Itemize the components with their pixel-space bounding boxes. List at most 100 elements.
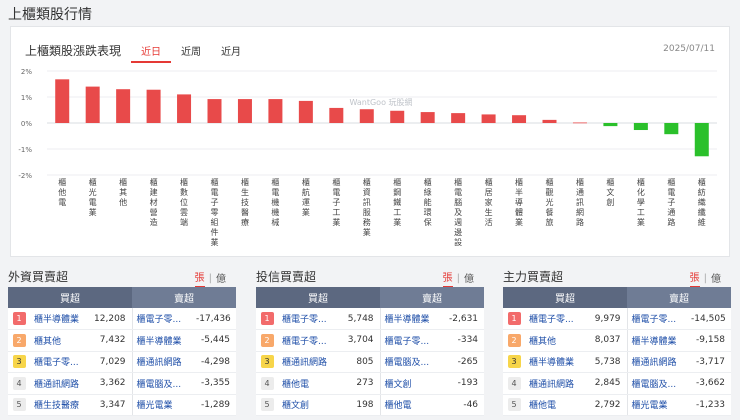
sell-sector-link[interactable]: 櫃通訊網路 (626, 351, 692, 373)
bar[interactable] (329, 107, 344, 123)
sell-sector-link[interactable]: 櫃電子零... (379, 329, 445, 352)
tab-week[interactable]: 近周 (181, 47, 201, 58)
x-tick-char: 電 (332, 188, 340, 197)
rank-badge: 5 (12, 398, 26, 412)
x-tick-char: 旅 (546, 217, 554, 227)
x-tick-char: 櫃 (150, 177, 158, 187)
sell-sector-link[interactable]: 櫃電子零... (626, 308, 692, 330)
bar[interactable] (542, 119, 557, 123)
x-tick-char: 數 (180, 187, 188, 197)
bar[interactable] (420, 112, 435, 123)
x-tick-char: 務 (363, 217, 371, 227)
buy-sector-link[interactable]: 櫃通訊網路 (525, 372, 587, 395)
bar[interactable] (451, 113, 466, 123)
buy-sector-link[interactable]: 櫃電子零... (525, 308, 587, 330)
x-tick-char: 保 (424, 217, 432, 227)
buy-sector-link[interactable]: 櫃通訊網路 (278, 351, 340, 373)
y-tick-label: 2% (21, 68, 32, 76)
bar[interactable] (390, 110, 405, 123)
sell-sector-link[interactable]: 櫃電腦及... (626, 372, 692, 395)
x-tick-char: 櫃 (546, 177, 554, 187)
table-row: 2 櫃電子零... 3,704 櫃電子零... -334 (256, 329, 485, 352)
x-tick-char: 業 (302, 207, 310, 217)
unit-lots[interactable]: 張 (442, 269, 453, 288)
unit-hundred-million[interactable]: 億 (464, 274, 474, 285)
sell-sector-link[interactable]: 櫃他電 (379, 394, 445, 416)
x-tick-char: 櫃 (424, 177, 432, 187)
buy-value: 7,029 (92, 351, 133, 373)
tab-day[interactable]: 近日 (131, 43, 171, 63)
bar[interactable] (512, 115, 527, 123)
bar[interactable] (298, 100, 313, 123)
rank-cell: 1 (8, 308, 30, 330)
buy-sector-link[interactable]: 櫃其他 (30, 329, 92, 352)
sell-sector-link[interactable]: 櫃電子零... (131, 308, 197, 330)
bar[interactable] (237, 99, 252, 123)
table-row: 5 櫃文創 198 櫃他電 -46 (256, 394, 485, 416)
x-tick-char: 導 (515, 197, 523, 207)
x-tick-char: 通 (667, 207, 675, 217)
x-tick-char: 組 (211, 217, 219, 227)
bar[interactable] (633, 123, 648, 131)
x-tick-char: 櫃 (485, 177, 493, 187)
sell-sector-link[interactable]: 櫃電腦及... (131, 372, 197, 395)
buy-sector-link[interactable]: 櫃電子零... (30, 351, 92, 373)
bar[interactable] (85, 86, 100, 123)
unit-divider: | (703, 273, 707, 284)
sell-sector-link[interactable]: 櫃通訊網路 (131, 351, 197, 373)
bar[interactable] (146, 89, 161, 123)
rank-badge: 5 (507, 398, 521, 412)
bar[interactable] (177, 94, 192, 123)
buy-sector-link[interactable]: 櫃電子零... (278, 308, 340, 330)
x-tick-char: 鐵 (393, 197, 401, 207)
unit-lots[interactable]: 張 (689, 269, 700, 288)
x-tick-char: 櫃 (89, 177, 97, 187)
sell-sector-link[interactable]: 櫃半導體業 (379, 308, 445, 330)
bar[interactable] (603, 123, 618, 127)
sell-value: -17,436 (196, 308, 237, 330)
bar[interactable] (116, 89, 131, 123)
x-tick-char: 機 (271, 197, 279, 207)
sell-sector-link[interactable]: 櫃半導體業 (131, 329, 197, 352)
bar[interactable] (207, 99, 222, 123)
buy-value: 9,979 (587, 308, 628, 330)
bar[interactable] (694, 123, 709, 157)
sell-sector-link[interactable]: 櫃光電業 (626, 394, 692, 416)
buy-sector-link[interactable]: 櫃通訊網路 (30, 372, 92, 395)
buy-sector-link[interactable]: 櫃生技醫療 (30, 394, 92, 416)
unit-lots[interactable]: 張 (194, 269, 205, 288)
bar[interactable] (572, 122, 587, 124)
buy-sector-link[interactable]: 櫃文創 (278, 394, 340, 416)
unit-hundred-million[interactable]: 億 (216, 274, 226, 285)
sell-value: -9,158 (691, 329, 732, 352)
x-tick-char: 櫃 (302, 177, 310, 187)
buy-sector-link[interactable]: 櫃他電 (278, 372, 340, 395)
buy-sector-link[interactable]: 櫃半導體業 (525, 351, 587, 373)
tab-month[interactable]: 近月 (221, 47, 241, 58)
x-tick-char: 纖 (698, 207, 706, 217)
sell-sector-link[interactable]: 櫃文創 (379, 372, 445, 395)
sell-sector-link[interactable]: 櫃光電業 (131, 394, 197, 416)
bar[interactable] (268, 99, 283, 123)
sell-sector-link[interactable]: 櫃半導體業 (626, 329, 692, 352)
rank-badge: 2 (12, 333, 26, 347)
x-tick-char: 位 (180, 197, 188, 207)
bar[interactable] (55, 79, 70, 123)
unit-divider: | (208, 273, 212, 284)
x-tick-char: 運 (302, 198, 310, 207)
x-tick-char: 業 (211, 237, 219, 247)
x-tick-char: 半 (515, 187, 523, 197)
sell-sector-link[interactable]: 櫃電腦及... (379, 351, 445, 373)
unit-hundred-million[interactable]: 億 (711, 274, 721, 285)
buy-sector-link[interactable]: 櫃其他 (525, 329, 587, 352)
bar[interactable] (481, 114, 496, 123)
buy-sector-link[interactable]: 櫃半導體業 (30, 308, 92, 330)
sell-value: -265 (444, 351, 485, 373)
buy-sector-link[interactable]: 櫃電子零... (278, 329, 340, 352)
buy-sector-link[interactable]: 櫃他電 (525, 394, 587, 416)
bar[interactable] (664, 123, 679, 135)
period-tabs: 近日 近周 近月 (131, 43, 251, 63)
bar[interactable] (359, 109, 374, 123)
